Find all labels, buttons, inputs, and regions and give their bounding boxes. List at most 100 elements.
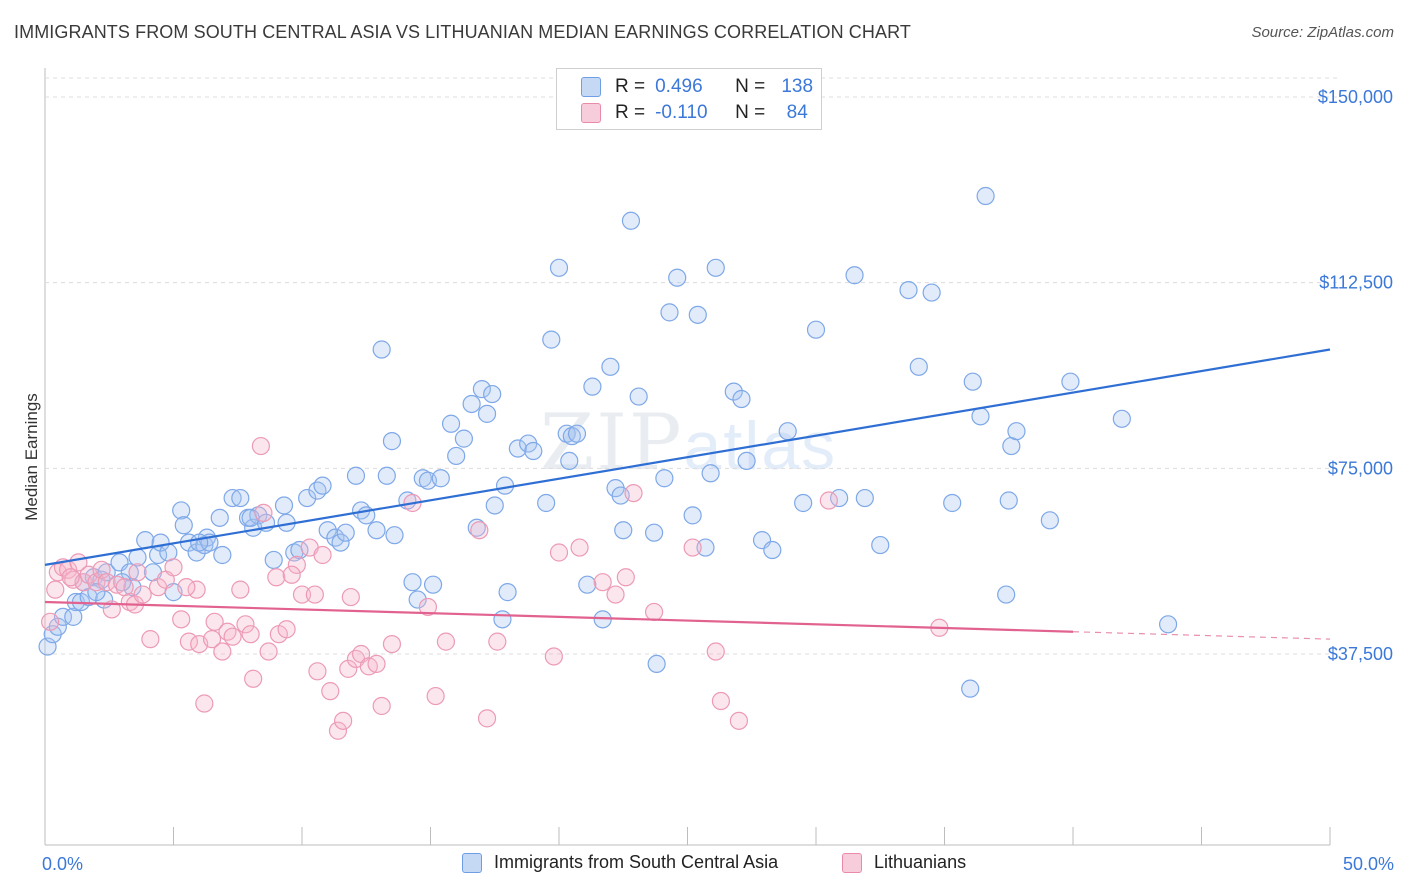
point-lithuanian [282, 565, 301, 584]
point-lithuanian [418, 597, 438, 617]
point-south-central-asia [706, 258, 725, 277]
point-lithuanian [148, 578, 168, 597]
point-lithuanian [267, 568, 286, 587]
point-lithuanian [46, 580, 65, 599]
point-lithuanian [328, 721, 348, 740]
point-south-central-asia [264, 550, 283, 570]
trend-line-lithuanian [44, 600, 1074, 633]
point-south-central-asia [190, 533, 209, 552]
point-south-central-asia [922, 283, 941, 302]
point-lithuanian [339, 659, 358, 678]
point-lithuanian [819, 491, 838, 510]
point-south-central-asia [855, 488, 874, 508]
point-south-central-asia [472, 380, 491, 399]
point-south-central-asia [655, 469, 674, 488]
point-south-central-asia [1112, 409, 1131, 428]
point-lithuanian [133, 585, 152, 604]
point-lithuanian [606, 585, 625, 604]
point-lithuanian [683, 538, 702, 557]
bottom-legend-label-series1: Immigrants from South Central Asia [494, 852, 779, 872]
point-south-central-asia [601, 357, 620, 376]
point-south-central-asia [493, 610, 512, 629]
point-south-central-asia [1158, 615, 1178, 634]
point-lithuanian [251, 436, 270, 456]
point-south-central-asia [408, 590, 427, 609]
legend: R = 0.496 N = 138 R = -0.110 N = 84 [556, 68, 822, 130]
point-south-central-asia [688, 305, 707, 324]
point-south-central-asia [508, 439, 527, 458]
legend-r-label: R = [615, 102, 646, 123]
x-tick-label: 50.0% [1343, 854, 1394, 874]
bottom-legend: Immigrants from South Central Asia Lithu… [0, 852, 1406, 878]
x-tick-label: 0.0% [42, 854, 83, 874]
point-south-central-asia [943, 493, 962, 513]
point-south-central-asia [498, 583, 517, 602]
point-lithuanian [195, 694, 214, 713]
legend-swatch-pink [581, 103, 601, 123]
point-lithuanian [305, 585, 324, 604]
legend-n-label: N = [735, 102, 766, 123]
point-south-central-asia [560, 451, 579, 471]
point-south-central-asia [313, 476, 332, 495]
point-lithuanian [231, 580, 250, 599]
bottom-legend-swatch-pink [842, 852, 862, 873]
legend-row-series1: R = 0.496 N = 138 [581, 75, 819, 99]
point-south-central-asia [724, 382, 743, 401]
point-lithuanian [141, 630, 160, 649]
bottom-legend-item-series1: Immigrants from South Central Asia [462, 852, 778, 873]
legend-row-series2: R = -0.110 N = 84 [581, 101, 819, 125]
point-south-central-asia [467, 518, 486, 537]
point-lithuanian [644, 602, 664, 622]
point-lithuanian [334, 711, 353, 730]
point-lithuanian [488, 632, 507, 651]
point-lithuanian [277, 620, 296, 639]
point-south-central-asia [696, 538, 715, 557]
point-south-central-asia [326, 528, 345, 547]
point-lithuanian [202, 630, 222, 649]
point-lithuanian [624, 483, 643, 503]
y-tick-label: $37,500 [1328, 644, 1393, 664]
point-south-central-asia [477, 404, 497, 423]
point-lithuanian [164, 558, 183, 577]
point-south-central-asia [644, 523, 664, 542]
legend-swatch-blue [581, 77, 601, 97]
point-south-central-asia [976, 186, 995, 206]
point-lithuanian [313, 545, 332, 565]
point-lithuanian [341, 587, 360, 607]
point-lithuanian [367, 654, 386, 674]
point-south-central-asia [963, 372, 982, 391]
point-south-central-asia [999, 491, 1018, 510]
legend-n-label: N = [735, 76, 766, 97]
trend-line-south-central-asia [44, 348, 1331, 566]
point-south-central-asia [629, 387, 648, 406]
point-south-central-asia [454, 429, 474, 448]
point-south-central-asia [621, 211, 641, 230]
point-south-central-asia [1040, 511, 1059, 530]
point-south-central-asia [385, 526, 404, 545]
point-lithuanian [321, 682, 340, 701]
point-south-central-asia [298, 488, 317, 508]
point-south-central-asia [899, 280, 918, 300]
point-south-central-asia [737, 451, 756, 471]
point-lithuanian [177, 578, 196, 597]
point-lithuanian [292, 585, 312, 604]
point-lithuanian [477, 709, 497, 728]
point-lithuanian [372, 696, 391, 716]
point-lithuanian [426, 686, 445, 706]
point-lithuanian [706, 642, 725, 661]
source-credit: Source: ZipAtlas.com [1251, 24, 1394, 41]
point-south-central-asia [431, 469, 450, 488]
point-lithuanian [544, 647, 563, 666]
point-south-central-asia [483, 384, 502, 404]
point-south-central-asia [64, 607, 83, 626]
chart-title: IMMIGRANTS FROM SOUTH CENTRAL ASIA VS LI… [14, 22, 911, 42]
point-south-central-asia [372, 340, 391, 359]
point-south-central-asia [683, 506, 702, 525]
point-south-central-asia [447, 446, 466, 466]
legend-r-value: 0.496 [655, 76, 703, 97]
point-south-central-asia [578, 575, 597, 594]
point-lithuanian [259, 642, 278, 661]
point-lithuanian [218, 622, 237, 641]
legend-r-label: R = [615, 76, 646, 97]
